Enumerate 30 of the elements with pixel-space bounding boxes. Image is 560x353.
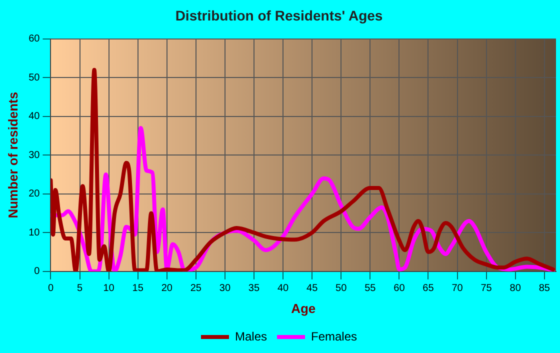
x-tick-label: 20 xyxy=(161,283,173,294)
y-axis-title: Number of residents xyxy=(5,92,20,218)
x-tick-label: 10 xyxy=(103,283,115,294)
chart-title: Distribution of Residents' Ages xyxy=(175,7,383,24)
y-tick-label: 0 xyxy=(34,266,40,278)
y-tick-label: 40 xyxy=(28,111,40,122)
x-tick-label: 80 xyxy=(510,283,522,294)
y-tick-label: 60 xyxy=(28,34,40,45)
x-tick-label: 65 xyxy=(422,283,434,294)
x-tick-label: 0 xyxy=(48,283,54,294)
x-tick-label: 85 xyxy=(538,283,550,294)
x-tick-label: 30 xyxy=(219,283,231,294)
legend-label: Females xyxy=(311,329,358,344)
x-tick-label: 75 xyxy=(480,283,492,294)
x-tick-label: 60 xyxy=(394,283,406,294)
x-tick-label: 55 xyxy=(364,283,376,294)
y-tick-label: 50 xyxy=(28,72,40,84)
x-tick-label: 50 xyxy=(336,283,348,294)
y-tick-label: 20 xyxy=(28,188,40,200)
y-tick-label: 10 xyxy=(28,227,40,238)
x-tick-label: 5 xyxy=(76,283,83,294)
x-axis-title: Age xyxy=(291,300,316,316)
y-tick-label: 30 xyxy=(28,150,40,161)
x-tick-label: 40 xyxy=(277,283,290,294)
legend-label: Males xyxy=(234,329,268,344)
x-tick-label: 70 xyxy=(452,283,464,294)
x-tick-label: 35 xyxy=(248,283,260,294)
x-tick-label: 25 xyxy=(190,283,202,294)
x-tick-label: 15 xyxy=(132,283,144,294)
x-tick-label: 45 xyxy=(306,283,318,294)
